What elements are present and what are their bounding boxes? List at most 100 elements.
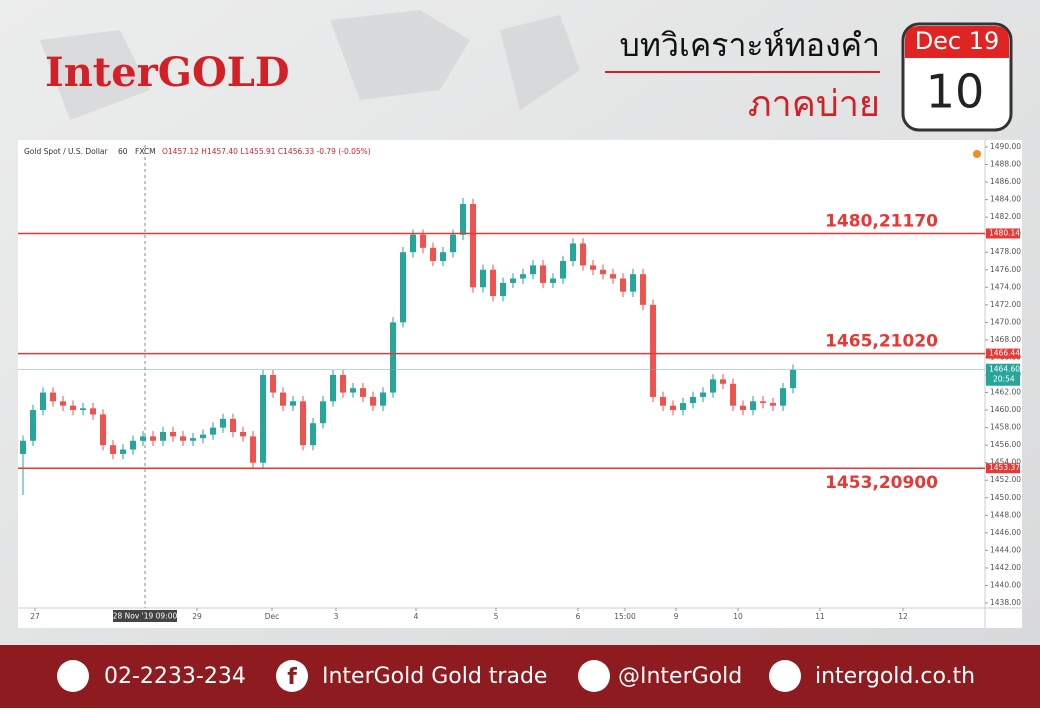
- candle-body: [50, 392, 56, 402]
- y-tick-label: 1468.00: [990, 335, 1021, 344]
- candle-body: [520, 274, 526, 279]
- candle-body: [640, 274, 646, 305]
- candle-body: [650, 304, 656, 397]
- candle-body: [730, 383, 736, 406]
- crosshair-label: 28 Nov '19 09:00: [113, 612, 178, 621]
- y-tick-label: 1454.00: [990, 458, 1021, 467]
- candle-body: [410, 234, 416, 253]
- candle-body: [160, 432, 166, 441]
- level-tag: [986, 463, 1020, 474]
- candle-body: [460, 204, 466, 235]
- candle-body: [680, 403, 686, 411]
- current-price-label: 1464.60: [989, 365, 1020, 374]
- candle-body: [210, 427, 216, 435]
- candle-body: [220, 418, 226, 428]
- line: @InterGold: [618, 664, 742, 689]
- crosshair-tag: [113, 610, 177, 622]
- candle-body: [430, 247, 436, 261]
- candle-body: [330, 375, 336, 402]
- level-label: 1480,21170: [825, 211, 938, 231]
- level-label: 1453,20900: [825, 473, 938, 493]
- candle-body: [280, 392, 286, 406]
- y-tick-label: 1438.00: [990, 598, 1021, 607]
- candle-body: [540, 265, 546, 283]
- level-price: 1453.37: [989, 463, 1020, 472]
- y-tick-label: 1488.00: [990, 160, 1021, 169]
- y-tick-label: 1448.00: [990, 510, 1021, 519]
- candle-body: [660, 396, 666, 406]
- candle-body: [450, 234, 456, 253]
- candle-body: [110, 445, 116, 454]
- calendar-day: 10: [926, 65, 985, 119]
- level-price: 1480.14: [989, 228, 1020, 237]
- x-tick-label: 27: [30, 612, 40, 621]
- candle-body: [770, 403, 776, 406]
- website: intergold.co.th: [815, 664, 975, 689]
- candle-body: [60, 401, 66, 406]
- candle-body: [470, 204, 476, 288]
- candle-body: [20, 440, 26, 454]
- map-shape: [40, 10, 580, 120]
- candle-body: [140, 436, 146, 441]
- logo: InterGOLD: [45, 49, 290, 96]
- candle-body: [350, 388, 356, 393]
- alert-icon[interactable]: [973, 150, 981, 158]
- candle-body: [420, 234, 426, 248]
- chart-panel: [18, 140, 1022, 628]
- candle-body: [560, 261, 566, 279]
- y-tick-label: 1440.00: [990, 580, 1021, 589]
- level-tag: [986, 228, 1020, 239]
- candle-body: [260, 375, 266, 463]
- candle-body: [690, 396, 696, 404]
- candle-body: [360, 388, 366, 397]
- candle-body: [300, 401, 306, 446]
- y-tick-label: 1482.00: [990, 212, 1021, 221]
- level-price: 1466.44: [989, 349, 1020, 358]
- candle-body: [180, 436, 186, 441]
- candle-body: [550, 278, 556, 283]
- candle-body: [570, 243, 576, 261]
- candle-body: [760, 401, 766, 404]
- x-tick-label: 4: [414, 612, 419, 621]
- candle-body: [190, 438, 196, 441]
- candle-body: [580, 243, 586, 266]
- candle-body: [240, 432, 246, 437]
- level-label: 1465,21020: [825, 332, 938, 352]
- y-tick-label: 1458.00: [990, 423, 1021, 432]
- x-tick-label: 29: [192, 612, 202, 621]
- candle-body: [780, 388, 786, 406]
- y-tick-label: 1452.00: [990, 475, 1021, 484]
- y-tick-label: 1444.00: [990, 545, 1021, 554]
- y-tick-label: 1490.00: [990, 142, 1021, 151]
- candle-body: [590, 265, 596, 270]
- candle-body: [790, 369, 796, 389]
- footer-band: [0, 645, 1040, 708]
- x-tick-label: 12: [898, 612, 908, 621]
- line-icon: [578, 660, 610, 692]
- candle-body: [40, 392, 46, 411]
- candle-body: [480, 269, 486, 288]
- web-icon: [769, 660, 801, 692]
- candle-body: [510, 278, 516, 283]
- candle-body: [90, 408, 96, 415]
- candle-body: [720, 379, 726, 384]
- y-tick-label: 1450.00: [990, 493, 1021, 502]
- candle-body: [670, 405, 676, 411]
- calendar-month: Dec 19: [915, 27, 1000, 55]
- candle-body: [320, 401, 326, 424]
- candle-body: [390, 322, 396, 393]
- ohlc-info: O1457.12 H1457.40 L1455.91 C1456.33 -0.7…: [162, 147, 371, 156]
- candle-body: [340, 375, 346, 393]
- candle-body: [490, 269, 496, 297]
- candle-body: [270, 375, 276, 393]
- subtitle: ภาคบ่าย: [748, 84, 880, 125]
- current-price-tag: [986, 363, 1020, 386]
- y-tick-label: 1460.00: [990, 405, 1021, 414]
- x-tick-label: 10: [733, 612, 743, 621]
- interval: 60: [118, 147, 128, 156]
- candle-body: [710, 379, 716, 393]
- candle-body: [30, 410, 36, 441]
- x-tick-label: 15:00: [614, 612, 636, 621]
- candle-body: [500, 282, 506, 297]
